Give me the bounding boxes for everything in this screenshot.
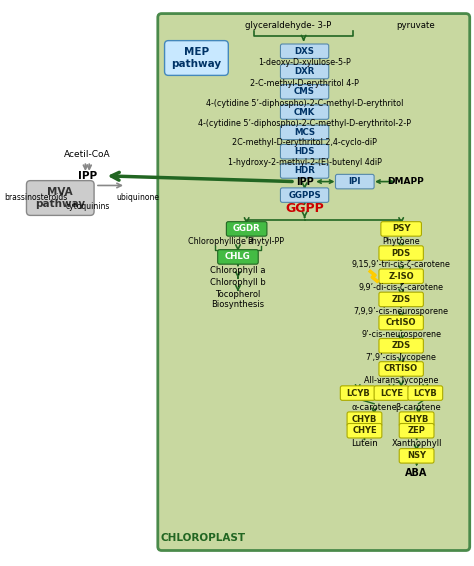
FancyBboxPatch shape — [379, 292, 423, 307]
Text: IPP: IPP — [296, 177, 313, 187]
FancyBboxPatch shape — [281, 105, 329, 119]
FancyBboxPatch shape — [347, 412, 382, 426]
FancyBboxPatch shape — [164, 41, 228, 75]
FancyBboxPatch shape — [379, 269, 423, 284]
Text: ABA: ABA — [405, 468, 428, 478]
Text: CHLG: CHLG — [225, 252, 251, 261]
Text: β-carotene: β-carotene — [396, 403, 441, 412]
Text: LCYE: LCYE — [380, 389, 403, 397]
Text: CrtISO: CrtISO — [386, 318, 416, 327]
Text: PSY: PSY — [392, 225, 410, 233]
Text: ZDS: ZDS — [392, 341, 410, 350]
Text: MCS: MCS — [294, 128, 315, 137]
FancyBboxPatch shape — [379, 338, 423, 353]
FancyBboxPatch shape — [281, 164, 329, 178]
FancyBboxPatch shape — [379, 362, 423, 376]
Text: Xanthophyll: Xanthophyll — [392, 439, 442, 448]
FancyBboxPatch shape — [340, 386, 375, 400]
Text: brassinosteroids: brassinosteroids — [5, 192, 68, 201]
FancyBboxPatch shape — [381, 222, 421, 236]
Text: IPP: IPP — [78, 171, 97, 181]
Text: 2C-methyl-D-erythritol 2,4-cyclo-diP: 2C-methyl-D-erythritol 2,4-cyclo-diP — [232, 139, 377, 148]
FancyBboxPatch shape — [336, 174, 374, 189]
Text: All-ᴚrans lycopene: All-ᴚrans lycopene — [364, 376, 438, 385]
Text: PDS: PDS — [392, 248, 410, 258]
Text: LCYB: LCYB — [346, 389, 370, 397]
FancyBboxPatch shape — [281, 84, 329, 99]
Text: CHYE: CHYE — [352, 426, 377, 435]
Text: Phytoene: Phytoene — [383, 237, 420, 246]
Text: 9,15,9’-tri-cis-ζ-carotene: 9,15,9’-tri-cis-ζ-carotene — [352, 260, 451, 269]
FancyBboxPatch shape — [379, 315, 423, 330]
Text: IPI: IPI — [348, 177, 361, 186]
Text: ZDS: ZDS — [392, 295, 410, 304]
Text: 2-C-methyl-D-erythritol 4-P: 2-C-methyl-D-erythritol 4-P — [250, 79, 359, 88]
Text: CRTISO: CRTISO — [384, 365, 418, 374]
FancyBboxPatch shape — [281, 188, 329, 203]
Text: LCYB: LCYB — [413, 389, 437, 397]
Text: ubiquinone: ubiquinone — [116, 192, 159, 201]
Text: glyceraldehyde- 3-P: glyceraldehyde- 3-P — [245, 21, 331, 29]
FancyBboxPatch shape — [399, 449, 434, 463]
Text: HDR: HDR — [294, 166, 315, 175]
Text: cytoquinins: cytoquinins — [65, 202, 109, 211]
FancyBboxPatch shape — [379, 246, 423, 260]
Text: 4-(cytidine 5’-diphospho)-2-C-methyl-D-erythritol: 4-(cytidine 5’-diphospho)-2-C-methyl-D-e… — [206, 99, 403, 108]
FancyBboxPatch shape — [281, 125, 329, 140]
Text: pyruvate: pyruvate — [396, 21, 435, 29]
FancyBboxPatch shape — [408, 386, 443, 400]
Text: MEP
pathway: MEP pathway — [172, 47, 221, 69]
Text: α-carotene: α-carotene — [351, 403, 397, 412]
Text: 9’-cis-neurosporene: 9’-cis-neurosporene — [361, 329, 441, 338]
Text: DXR: DXR — [294, 67, 315, 76]
FancyBboxPatch shape — [281, 144, 329, 159]
Text: 1-hydroxy-2-methyl-2-(E)-butenyl 4diP: 1-hydroxy-2-methyl-2-(E)-butenyl 4diP — [228, 158, 382, 167]
Text: GGPPS: GGPPS — [288, 191, 321, 200]
FancyBboxPatch shape — [399, 412, 434, 426]
Text: HDS: HDS — [294, 147, 315, 156]
Text: MVA
pathway: MVA pathway — [35, 187, 85, 209]
Text: Chlorophyll b: Chlorophyll b — [210, 277, 266, 286]
FancyBboxPatch shape — [158, 14, 470, 551]
Text: 7,9,9’-cis-neurosporene: 7,9,9’-cis-neurosporene — [354, 307, 449, 315]
Text: Lutein: Lutein — [351, 439, 378, 448]
Text: 7’,9’-cis-lycopene: 7’,9’-cis-lycopene — [366, 353, 437, 362]
Text: DMAPP: DMAPP — [388, 177, 424, 186]
Text: 1-deoxy-D-xylulose-5-P: 1-deoxy-D-xylulose-5-P — [258, 58, 351, 67]
Text: ZEP: ZEP — [408, 426, 426, 435]
Text: Chlorophyllide a: Chlorophyllide a — [188, 237, 253, 246]
Text: Z-ISO: Z-ISO — [388, 272, 414, 281]
Text: GGPP: GGPP — [285, 202, 324, 215]
Text: CMK: CMK — [294, 108, 315, 117]
FancyBboxPatch shape — [347, 423, 382, 438]
Text: CHLOROPLAST: CHLOROPLAST — [161, 533, 246, 543]
Text: Tocopherol
Biosynthesis: Tocopherol Biosynthesis — [211, 290, 264, 309]
FancyBboxPatch shape — [399, 423, 434, 438]
Text: CHYB: CHYB — [404, 415, 429, 424]
FancyBboxPatch shape — [218, 250, 258, 264]
Text: NSY: NSY — [407, 451, 426, 460]
FancyBboxPatch shape — [227, 222, 267, 236]
Text: CHYB: CHYB — [352, 415, 377, 424]
Text: Chlorophyll a: Chlorophyll a — [210, 266, 266, 275]
Text: 4-(cytidine 5’-diphospho)-2-C-methyl-D-erythritol-2-P: 4-(cytidine 5’-diphospho)-2-C-methyl-D-e… — [198, 119, 411, 128]
Text: DXS: DXS — [294, 47, 315, 55]
FancyBboxPatch shape — [374, 386, 409, 400]
Text: 9,9’-di-cis-ζ-carotene: 9,9’-di-cis-ζ-carotene — [359, 284, 444, 292]
FancyBboxPatch shape — [281, 65, 329, 79]
Text: CMS: CMS — [294, 87, 315, 96]
Text: Acetil-CoA: Acetil-CoA — [64, 150, 110, 159]
Text: Phytyl-PP: Phytyl-PP — [247, 237, 284, 246]
FancyBboxPatch shape — [281, 44, 329, 58]
Text: GGDR: GGDR — [233, 225, 261, 233]
FancyBboxPatch shape — [27, 181, 94, 216]
